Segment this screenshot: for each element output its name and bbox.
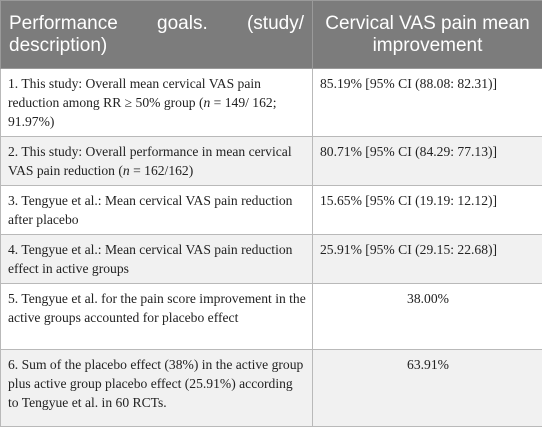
row-description: 4. Tengyue et al.: Mean cervical VAS pai… [1, 235, 313, 284]
header-vas-improvement: Cervical VAS pain mean improvement [313, 1, 542, 69]
sample-size-symbol: n [123, 163, 130, 178]
table-row: 3. Tengyue et al.: Mean cervical VAS pai… [1, 186, 542, 235]
table-row: 1. This study: Overall mean cervical VAS… [1, 69, 542, 137]
row-value: 38.00% [313, 284, 542, 350]
row-value: 15.65% [95% CI (19.19: 12.12)] [313, 186, 542, 235]
row-description: 1. This study: Overall mean cervical VAS… [1, 69, 313, 137]
row-description: 5. Tengyue et al. for the pain score imp… [1, 284, 313, 350]
row-value: 25.91% [95% CI (29.15: 22.68)] [313, 235, 542, 284]
table-header-row: Performance goals. (study/ description) … [1, 1, 542, 69]
row-description: 6. Sum of the placebo effect (38%) in th… [1, 350, 313, 427]
row-description: 3. Tengyue et al.: Mean cervical VAS pai… [1, 186, 313, 235]
table-row: 6. Sum of the placebo effect (38%) in th… [1, 350, 542, 427]
description-text: = 162/162) [130, 163, 194, 178]
header-performance-goals: Performance goals. (study/ description) [1, 1, 313, 69]
row-description: 2. This study: Overall performance in me… [1, 137, 313, 186]
table-row: 5. Tengyue et al. for the pain score imp… [1, 284, 542, 350]
row-value: 80.71% [95% CI (84.29: 77.13)] [313, 137, 542, 186]
table-row: 4. Tengyue et al.: Mean cervical VAS pai… [1, 235, 542, 284]
row-value: 63.91% [313, 350, 542, 427]
row-value: 85.19% [95% CI (88.08: 82.31)] [313, 69, 542, 137]
table-row: 2. This study: Overall performance in me… [1, 137, 542, 186]
